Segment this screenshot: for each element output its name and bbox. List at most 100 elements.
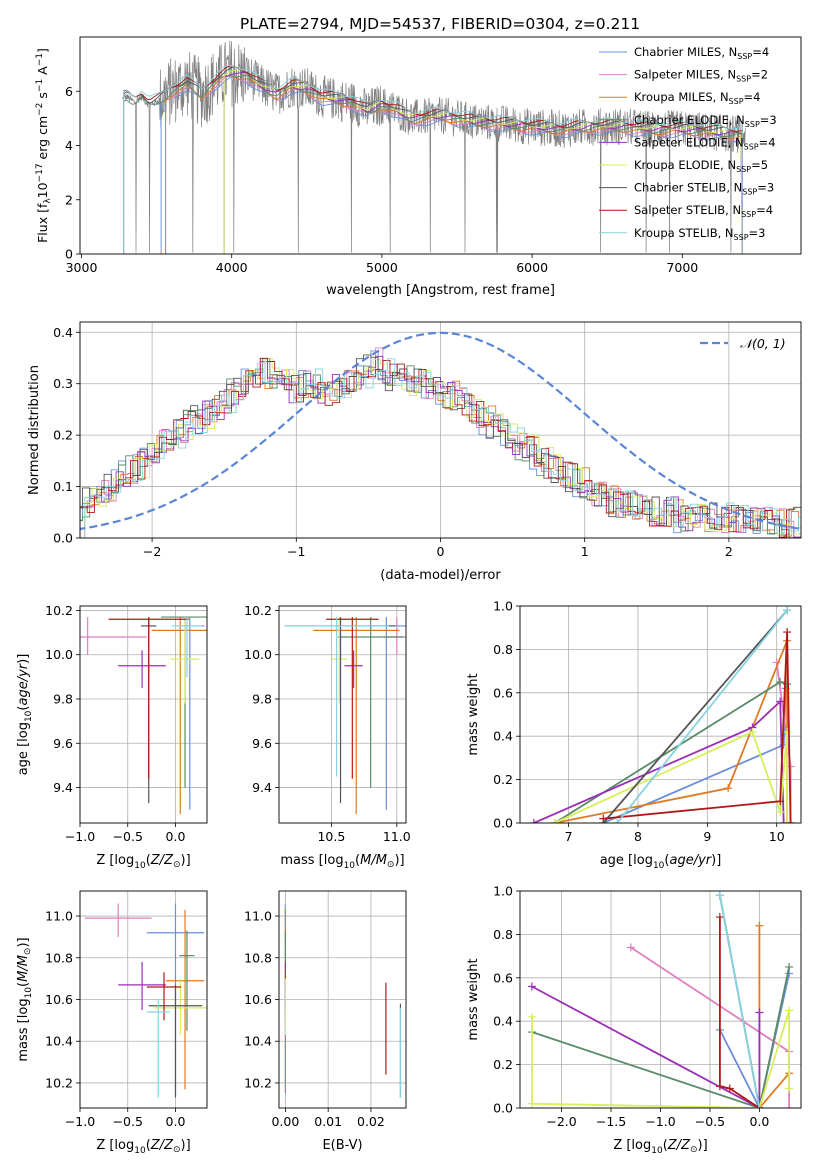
y-axis-label: age [log10(age/yr)] [16, 654, 34, 776]
y-tick-label: 6 [65, 84, 73, 99]
legend-label: Chabrier STELIB, NSSP=3 [634, 181, 774, 197]
weight-marker [783, 628, 792, 637]
x-axis-label: age [log10(age/yr)] [600, 853, 722, 871]
x-tick-label: −1.0 [645, 1114, 675, 1129]
y-tick-label: 0.3 [53, 376, 73, 391]
y-tick-label: 10.0 [45, 647, 73, 662]
x-tick-label: −0.5 [113, 1114, 143, 1129]
mass-vs-Z-panel: −1.0 −0.5 0.0 10.2 10.4 10.6 10.8 11.0 Z [log10(… [16, 890, 208, 1156]
weight-line [531, 966, 790, 1108]
x-tick-label: 1 [581, 544, 589, 559]
y-tick-label: 10.8 [45, 950, 73, 965]
axes-frame [519, 605, 802, 824]
x-axis-label: mass [log10(M/M⊙)] [280, 853, 404, 871]
x-tick-label: 0.0 [749, 1114, 769, 1129]
errorbar-plot-area [284, 617, 406, 815]
x-tick-label: 7000 [666, 260, 698, 275]
x-tick-label: 0 [437, 544, 445, 559]
age-vs-mass-panel: 10.5 11.0 9.4 9.6 9.8 10.0 10.2 mass [log10(M/M… [244, 603, 411, 871]
x-tick-label: 9 [703, 829, 711, 844]
weight-marker [776, 808, 785, 817]
weight-line [554, 681, 788, 823]
x-tick-label: 0.02 [357, 1114, 385, 1129]
figure-title: PLATE=2794, MJD=54537, FIBERID=0304, z=0… [240, 15, 640, 33]
y-tick-label: 0.6 [493, 685, 513, 700]
x-tick-label: −1.5 [596, 1114, 626, 1129]
weight-marker [626, 943, 635, 952]
weight-line [531, 1010, 790, 1108]
model-spectrum-line [223, 69, 743, 254]
y-tick-label: 9.6 [252, 736, 272, 751]
weight-marker [599, 814, 608, 823]
weight-marker [783, 819, 792, 823]
x-tick-label: 10.5 [317, 829, 345, 844]
y-tick-label: 10.2 [45, 1075, 73, 1090]
x-axis-label: wavelength [Angstrom, rest frame] [326, 283, 555, 298]
y-tick-label: 11.0 [244, 909, 272, 924]
weight-marker [776, 677, 785, 686]
weight-marker [785, 962, 794, 971]
histogram-step [84, 358, 801, 538]
weight-marker [527, 1012, 536, 1021]
y-tick-label: 10.6 [45, 992, 73, 1007]
weight-line [719, 895, 761, 1108]
model-spectrum-line [223, 72, 743, 254]
weight-marker [529, 819, 538, 823]
weight-marker [613, 819, 622, 823]
y-tick-label: 11.0 [45, 909, 73, 924]
model-spectrum-line [123, 64, 743, 254]
axes-frame [278, 605, 407, 824]
weight-marker [715, 891, 724, 900]
y-tick-label: 2 [65, 192, 73, 207]
x-tick-label: −2.0 [546, 1114, 576, 1129]
axes-frame [79, 36, 802, 255]
legend-label: Kroupa MILES, NSSP=4 [634, 90, 760, 106]
y-axis-label: mass [log10(M/M⊙)] [16, 937, 34, 1061]
weight-marker [755, 1008, 764, 1017]
x-axis-label: Z [log10(Z/Z⊙)] [613, 1138, 707, 1156]
y-tick-label: 10.2 [244, 1075, 272, 1090]
y-axis-label: mass weight [466, 958, 481, 1040]
weight-marker [748, 727, 757, 736]
weight-marker [550, 819, 559, 823]
y-tick-label: 0.4 [493, 729, 513, 744]
histogram-plot-area [80, 331, 801, 538]
weight-marker [715, 913, 724, 922]
y-tick-label: 10.2 [45, 603, 73, 618]
y-tick-label: 4 [65, 138, 73, 153]
legend-label: Kroupa ELODIE, NSSP=5 [634, 158, 768, 174]
y-tick-label: 9.4 [252, 780, 272, 795]
model-spectrum-line [123, 65, 743, 254]
weight-marker [785, 1104, 794, 1108]
weight-marker [755, 921, 764, 930]
x-tick-label: 0.0 [166, 829, 186, 844]
y-tick-label: 10.4 [45, 1034, 73, 1049]
axes-frame [79, 321, 802, 539]
x-tick-label: 0.00 [271, 1114, 299, 1129]
y-tick-label: 10.6 [244, 992, 272, 1007]
y-tick-label: 9.4 [53, 780, 73, 795]
weight-line [719, 917, 760, 1108]
y-tick-label: 0.1 [53, 479, 73, 494]
x-tick-label: 6000 [516, 260, 548, 275]
residual-panel: −2 −1 0 1 2 0.0 0.1 0.2 0.3 0.4 𝒩(0, 1) (data-model… [27, 321, 802, 583]
weight-marker [724, 784, 733, 793]
axes-frame [519, 890, 802, 1109]
mass-weight-vs-Z-panel: −2.0 −1.5 −1.0 −0.5 0.0 0.0 0.2 0.4 0.6 0.8 1.0 Z [… [466, 884, 802, 1156]
legend-label: Chabrier MILES, NSSP=4 [634, 45, 769, 61]
weight-marker [776, 797, 785, 806]
y-tick-label: 0.4 [53, 325, 73, 340]
x-tick-label: 8 [634, 829, 642, 844]
weight-line [603, 631, 792, 823]
axes-frame [79, 605, 208, 824]
y-tick-label: 0.0 [493, 1101, 513, 1116]
y-tick-label: 1.0 [493, 884, 513, 899]
mass-vs-EBV-panel: 0.00 0.01 0.02 10.2 10.4 10.6 10.8 11.0 E(B-V) [244, 890, 407, 1153]
histogram-step [80, 357, 801, 538]
weight-marker [776, 697, 785, 706]
y-tick-label: 0.6 [493, 970, 513, 985]
y-tick-label: 0.4 [493, 1014, 513, 1029]
y-tick-label: 9.8 [252, 692, 272, 707]
x-tick-label: 5000 [366, 260, 398, 275]
